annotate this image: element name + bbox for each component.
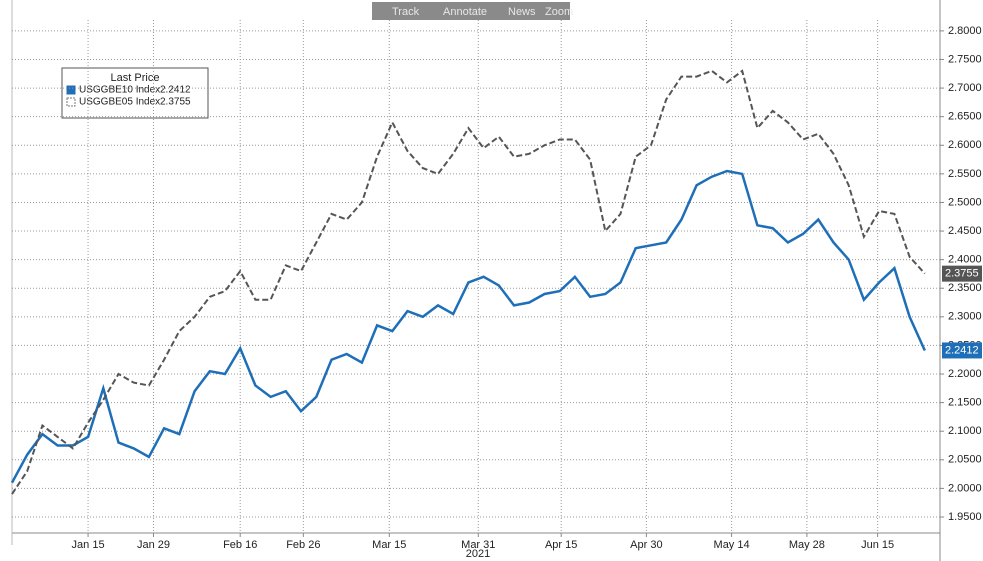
series-line <box>11 69 926 495</box>
last-value-label: 2.3755 <box>945 268 979 280</box>
x-tick-label: Apr 15 <box>545 539 577 551</box>
x-tick-label: Mar 31 <box>461 539 495 551</box>
toolbar-button[interactable]: Zoom <box>545 6 573 18</box>
y-tick-label: 2.4000 <box>948 254 982 266</box>
x-tick-label: Feb 16 <box>223 539 257 551</box>
x-tick-label: Jan 15 <box>72 539 105 551</box>
legend-label: USGGBE10 Index <box>79 85 160 96</box>
legend-box <box>61 67 209 119</box>
legend-swatch <box>66 85 76 95</box>
y-tick-label: 2.2000 <box>948 368 982 380</box>
x-tick-label: Apr 30 <box>630 539 662 551</box>
series-line <box>10 169 926 484</box>
legend-swatch <box>66 97 76 107</box>
x-tick-label: May 28 <box>789 539 825 551</box>
toolbar-button[interactable]: News <box>508 6 536 18</box>
y-tick-label: 1.9500 <box>948 511 982 523</box>
y-tick-label: 2.7000 <box>948 82 982 94</box>
last-value-tag <box>942 342 982 359</box>
last-value-label: 2.2412 <box>945 344 979 356</box>
y-tick-label: 2.3000 <box>948 311 982 323</box>
y-tick-label: 2.1000 <box>948 425 982 437</box>
x-tick-label: Jan 29 <box>137 539 170 551</box>
y-tick-label: 2.6000 <box>948 139 982 151</box>
y-tick-label: 2.7500 <box>948 53 982 65</box>
y-tick-label: 2.5000 <box>948 196 982 208</box>
y-tick-label: 2.0000 <box>948 482 982 494</box>
x-year-label: 2021 <box>466 548 490 560</box>
y-tick-label: 2.0500 <box>948 454 982 466</box>
x-tick-label: Feb 26 <box>286 539 320 551</box>
legend-value: 2.2412 <box>160 85 191 96</box>
legend: Last Price USGGBE10 Index 2.2412USGGBE05 … <box>61 67 209 119</box>
toolbar-button[interactable]: Track <box>392 6 420 18</box>
y-tick-label: 2.8000 <box>948 25 982 37</box>
toolbar-bg <box>372 2 570 20</box>
toolbar: Track Annotate News Zoom <box>372 2 573 20</box>
x-tick-label: Mar 15 <box>372 539 406 551</box>
y-tick-label: 2.5500 <box>948 168 982 180</box>
last-value-tag <box>942 265 982 282</box>
y-tick-label: 2.4500 <box>948 225 982 237</box>
y-tick-label: 2.1500 <box>948 397 982 409</box>
toolbar-button[interactable]: Annotate <box>443 6 487 18</box>
y-tick-label: 2.3500 <box>948 282 982 294</box>
legend-value: 2.3755 <box>160 97 191 108</box>
x-tick-label: May 14 <box>714 539 750 551</box>
legend-label: USGGBE05 Index <box>79 97 160 108</box>
x-tick-label: Jun 15 <box>861 539 894 551</box>
legend-title: Last Price <box>111 72 160 84</box>
y-tick-label: 2.6500 <box>948 111 982 123</box>
